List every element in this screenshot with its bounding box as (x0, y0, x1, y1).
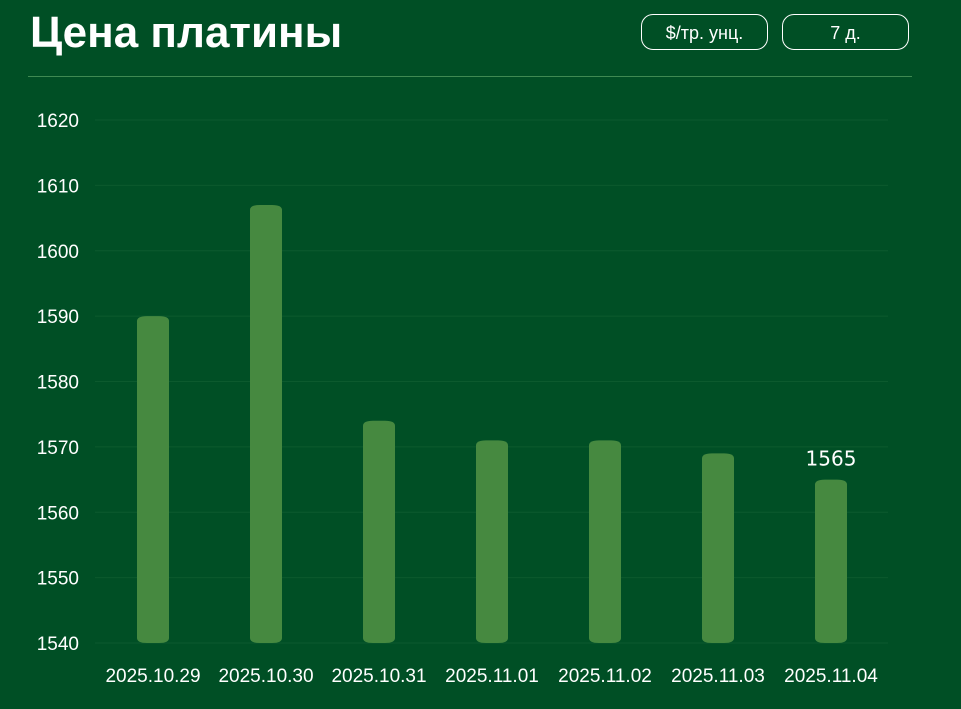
y-tick-label: 1550 (37, 569, 79, 590)
y-tick-label: 1570 (37, 438, 79, 459)
y-tick-label: 1590 (37, 307, 79, 328)
bar-2025.10.29[interactable] (137, 316, 169, 643)
x-tick-label: 2025.11.04 (784, 666, 878, 687)
x-tick-label: 2025.10.29 (105, 666, 200, 687)
y-tick-label: 1540 (37, 634, 79, 655)
x-tick-label: 2025.11.02 (558, 666, 652, 687)
bar-2025.11.01[interactable] (476, 440, 508, 643)
bar-2025.11.04[interactable] (815, 479, 847, 643)
y-tick-label: 1600 (37, 242, 79, 263)
period-selector-button[interactable]: 7 д. (782, 14, 909, 50)
y-tick-label: 1580 (37, 373, 79, 394)
bar-2025.10.30[interactable] (250, 204, 282, 644)
x-tick-label: 2025.10.30 (218, 666, 313, 687)
x-tick-label: 2025.11.03 (671, 666, 765, 687)
data-label: 1565 (806, 447, 857, 471)
x-tick-label: 2025.10.31 (331, 666, 426, 687)
header: Цена платины $/тр. унц. 7 д. (0, 0, 961, 78)
unit-selector-button[interactable]: $/тр. унц. (641, 14, 768, 50)
x-tick-label: 2025.11.01 (445, 666, 539, 687)
bar-2025.11.02[interactable] (589, 440, 621, 643)
y-tick-label: 1610 (37, 176, 79, 197)
bar-2025.11.03[interactable] (702, 453, 734, 643)
y-tick-label: 1560 (37, 503, 79, 524)
page-title: Цена платины (30, 8, 343, 57)
header-divider (28, 76, 912, 77)
bar-2025.10.31[interactable] (363, 420, 395, 643)
y-tick-label: 1620 (37, 111, 79, 132)
